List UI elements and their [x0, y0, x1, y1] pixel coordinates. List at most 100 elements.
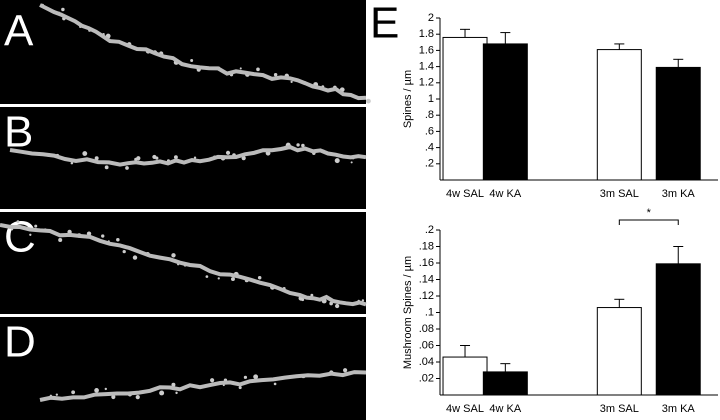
spine	[71, 390, 76, 395]
spine	[239, 67, 242, 70]
spine	[132, 255, 138, 260]
bar	[482, 371, 528, 396]
spine	[122, 249, 126, 254]
x-tick-label: 3m SAL	[600, 188, 639, 200]
spine	[310, 293, 314, 297]
y-tick-label: .14	[419, 273, 434, 285]
spine	[273, 382, 277, 386]
panel-separator	[0, 209, 366, 212]
spine	[116, 238, 120, 242]
spine	[350, 161, 353, 164]
y-tick-label: .08	[419, 323, 434, 335]
spine	[125, 166, 129, 170]
spine	[193, 156, 197, 159]
significance-marker: *	[647, 207, 652, 219]
y-tick-label: 1.6	[419, 44, 434, 56]
spine	[101, 234, 105, 238]
spine	[173, 155, 178, 160]
spine	[238, 386, 242, 390]
bar	[655, 263, 701, 396]
spine	[361, 299, 365, 302]
panel-label: A	[4, 7, 34, 56]
spine	[256, 67, 260, 72]
panel-label: D	[4, 318, 36, 367]
y-tick-label: .04	[419, 356, 434, 368]
y-tick-label: 1	[428, 93, 434, 105]
spine	[296, 143, 300, 147]
spine	[273, 73, 278, 77]
spine	[290, 80, 293, 83]
spine	[253, 374, 259, 380]
spine	[243, 375, 248, 379]
panel-label: C	[4, 213, 36, 262]
spine	[94, 156, 99, 161]
spine	[29, 233, 32, 236]
spine	[301, 298, 305, 302]
spine	[171, 253, 176, 258]
spine	[159, 390, 165, 396]
spine	[175, 391, 178, 395]
y-tick-label: 1.4	[419, 61, 434, 73]
y-axis-label: Spines / µm	[402, 70, 414, 128]
y-tick-label: .02	[419, 372, 434, 384]
x-tick-label: 3m KA	[662, 188, 696, 200]
bar	[596, 307, 642, 396]
spine	[257, 276, 262, 280]
spine	[111, 394, 116, 400]
x-tick-label: 4w KA	[489, 403, 521, 415]
spine	[334, 158, 340, 164]
spine	[70, 161, 74, 165]
spine	[230, 277, 235, 282]
dendrite	[0, 223, 367, 307]
x-tick-label: 4w SAL	[446, 403, 484, 415]
spine	[225, 150, 231, 155]
spine	[104, 387, 107, 391]
y-tick-label: 1.8	[419, 28, 434, 40]
x-tick-label: 3m SAL	[600, 403, 639, 415]
spine	[82, 151, 88, 156]
panel-label: E	[370, 0, 399, 48]
spine	[104, 165, 109, 170]
spine	[55, 393, 58, 396]
y-tick-label: 2	[428, 12, 434, 24]
spine	[61, 7, 65, 12]
significance-bracket	[618, 219, 679, 225]
spine	[210, 378, 215, 383]
y-tick-label: .4	[425, 142, 434, 154]
y-tick-label: .8	[425, 109, 434, 121]
y-tick-label: .1	[425, 306, 434, 318]
bar	[442, 356, 488, 396]
y-tick-label: .2	[425, 224, 434, 236]
bar	[482, 43, 528, 181]
spine	[152, 154, 157, 160]
spine	[94, 388, 99, 393]
bar	[596, 49, 642, 181]
spine	[335, 303, 340, 309]
y-tick-label: .12	[419, 290, 434, 302]
spine	[136, 156, 141, 161]
x-tick-label: 4w KA	[489, 188, 521, 200]
x-tick-label: 3m KA	[662, 403, 696, 415]
spine	[205, 275, 209, 278]
y-tick-label: .18	[419, 240, 434, 252]
bar	[442, 36, 488, 181]
bar	[655, 66, 701, 181]
dendrite	[39, 3, 367, 101]
y-axis-label: Mushroom Spines / µm	[402, 256, 414, 369]
x-tick-label: 4w SAL	[446, 188, 484, 200]
dendrite	[9, 144, 367, 167]
y-tick-label: 1.2	[419, 77, 434, 89]
spine	[16, 220, 20, 224]
spine	[241, 156, 246, 161]
spine	[58, 237, 63, 242]
y-tick-label: .06	[419, 339, 434, 351]
spine	[217, 277, 220, 280]
spine	[343, 368, 348, 373]
spine	[190, 58, 194, 62]
spine	[171, 382, 176, 387]
y-tick-label: .16	[419, 257, 434, 269]
panel-separator	[0, 314, 366, 317]
panel-separator	[0, 104, 366, 107]
y-tick-label: .2	[425, 158, 434, 170]
